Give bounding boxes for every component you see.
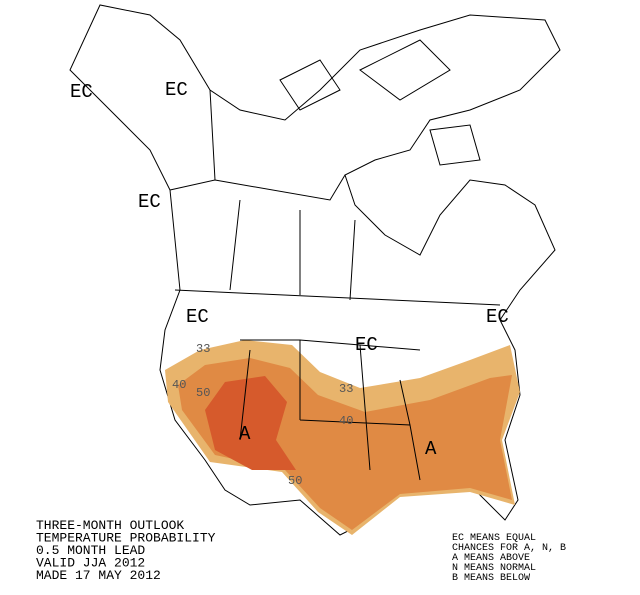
contour-label: 40 (339, 414, 353, 428)
region-label: A (239, 423, 251, 445)
legend-line: N MEANS NORMAL (452, 563, 536, 574)
contour-label: 50 (196, 386, 210, 400)
contour-label: 50 (288, 474, 302, 488)
ec-label: EC (138, 191, 161, 213)
ec-label: EC (70, 81, 93, 103)
island-outline (279, 39, 481, 166)
title-line: THREE-MONTH OUTLOOK (36, 518, 184, 533)
ec-label: EC (486, 306, 509, 328)
legend-line: B MEANS BELOW (452, 573, 530, 584)
title-line: 0.5 MONTH LEAD (36, 543, 145, 558)
ec-label: EC (186, 306, 209, 328)
boundary-lines (169, 89, 501, 481)
title-line: MADE 17 MAY 2012 (36, 568, 161, 583)
contour-label: 33 (339, 382, 353, 396)
legend-line: CHANCES FOR A, N, B (452, 543, 566, 554)
legend-line: EC MEANS EQUAL (452, 533, 536, 544)
title-line: VALID JJA 2012 (36, 556, 145, 571)
title-line: TEMPERATURE PROBABILITY (36, 531, 216, 546)
ec-label: EC (165, 79, 188, 101)
ec-label: EC (355, 334, 378, 356)
contour-label: 33 (196, 342, 210, 356)
region-label: A (425, 438, 437, 460)
contour-label: 40 (172, 378, 186, 392)
prob-50-region (205, 376, 296, 470)
legend-line: A MEANS ABOVE (452, 553, 530, 564)
